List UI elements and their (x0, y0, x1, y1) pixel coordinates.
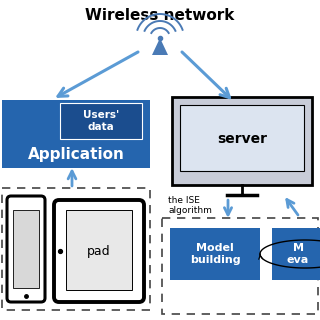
Bar (172, 97, 312, 185)
Text: Users'
data: Users' data (83, 110, 119, 132)
Text: M
eva: M eva (287, 243, 309, 265)
Bar (170, 228, 260, 280)
Bar (272, 228, 320, 280)
FancyBboxPatch shape (54, 200, 144, 302)
Text: Wireless network: Wireless network (85, 8, 235, 23)
Bar (162, 218, 318, 314)
Text: Model
building: Model building (190, 243, 240, 265)
Text: Application: Application (28, 147, 124, 162)
Polygon shape (152, 38, 168, 55)
Bar (13, 210, 39, 288)
Text: the ISE
algorithm: the ISE algorithm (168, 196, 212, 215)
FancyBboxPatch shape (7, 196, 45, 302)
Bar (2, 100, 150, 168)
Bar (66, 210, 132, 290)
Bar (180, 105, 304, 171)
Text: pad: pad (87, 244, 111, 258)
Text: server: server (217, 132, 267, 146)
Bar (2, 188, 150, 310)
Bar (60, 103, 142, 139)
